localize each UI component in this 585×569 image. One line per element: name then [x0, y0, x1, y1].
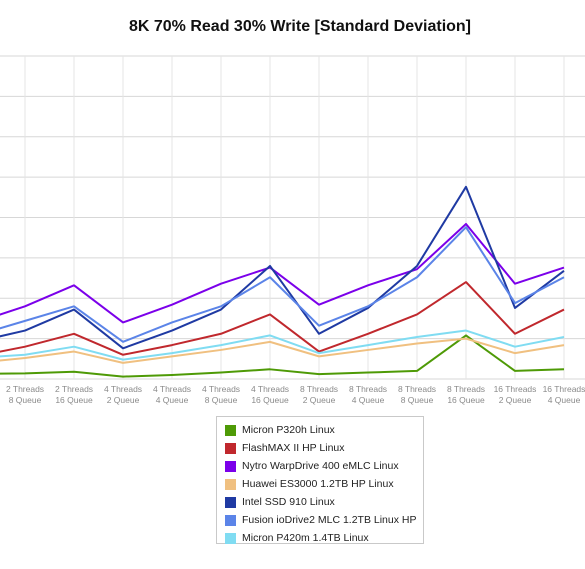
- series-line: [0, 329, 565, 361]
- x-tick-label: 8 Threads 16 Queue: [447, 384, 485, 405]
- series-line: [0, 222, 565, 324]
- legend-item: Micron P420m 1.4TB Linux: [225, 529, 423, 547]
- x-tick-label: 2 Threads 8 Queue: [6, 384, 44, 405]
- x-tick-label: 16 Threads 2 Queue: [494, 384, 537, 405]
- legend-swatch: [225, 514, 236, 526]
- series-line: [0, 337, 565, 364]
- x-tick-label: 4 Threads 2 Queue: [104, 384, 142, 405]
- series-line: [0, 185, 565, 350]
- series-layer: [0, 185, 565, 378]
- legend-item: Huawei ES3000 1.2TB HP Linux: [225, 475, 423, 493]
- legend-label: Micron P320h Linux: [242, 424, 335, 436]
- x-tick-label: 8 Threads 8 Queue: [398, 384, 436, 405]
- legend-item: Intel SSD 910 Linux: [225, 493, 423, 511]
- legend: Micron P320h Linux FlashMAX II HP Linux Ny…: [216, 416, 424, 544]
- legend-label: Huawei ES3000 1.2TB HP Linux: [242, 478, 394, 490]
- legend-swatch: [225, 460, 236, 472]
- legend-swatch: [225, 532, 236, 544]
- x-tick-label: 4 Threads 16 Queue: [251, 384, 289, 405]
- legend-swatch: [225, 442, 236, 454]
- x-tick-label: 8 Threads 2 Queue: [300, 384, 338, 405]
- legend-label: Intel SSD 910 Linux: [242, 496, 335, 508]
- legend-swatch: [225, 424, 236, 436]
- legend-swatch: [225, 478, 236, 490]
- series-line: [0, 334, 565, 378]
- legend-label: Nytro WarpDrive 400 eMLC Linux: [242, 460, 399, 472]
- x-tick-label: 4 Threads 8 Queue: [202, 384, 240, 405]
- x-tick-label: 2 Threads 16 Queue: [55, 384, 93, 405]
- chart-title: 8K 70% Read 30% Write [Standard Deviatio…: [128, 18, 472, 35]
- legend-label: Micron P420m 1.4TB Linux: [242, 532, 369, 544]
- legend-item: Micron P320h Linux: [225, 421, 423, 439]
- legend-item: Fusion ioDrive2 MLC 1.2TB Linux HP: [225, 511, 423, 529]
- x-tick-label: 8 Threads 4 Queue: [349, 384, 387, 405]
- legend-item: FlashMAX II HP Linux: [225, 439, 423, 457]
- series-line: [0, 226, 565, 343]
- legend-swatch: [225, 496, 236, 508]
- series-line: [0, 281, 565, 356]
- x-tick-label: 16 Threads 4 Queue: [543, 384, 585, 405]
- legend-label: Fusion ioDrive2 MLC 1.2TB Linux HP: [242, 514, 417, 526]
- legend-item: Nytro WarpDrive 400 eMLC Linux: [225, 457, 423, 475]
- x-tick-label: 4 Threads 4 Queue: [153, 384, 191, 405]
- legend-label: FlashMAX II HP Linux: [242, 442, 345, 454]
